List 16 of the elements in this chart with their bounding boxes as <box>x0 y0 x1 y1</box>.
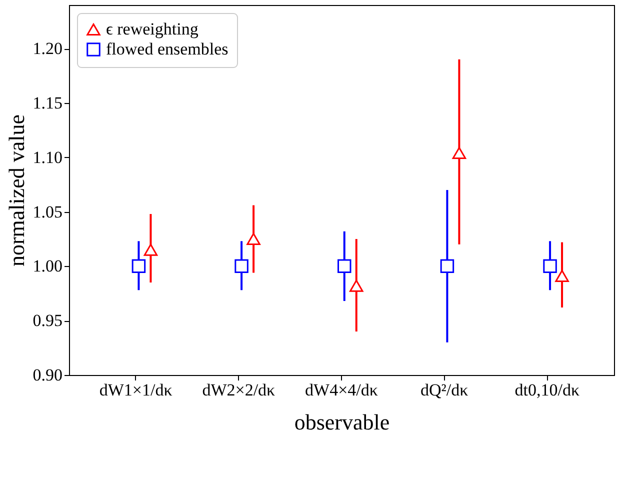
y-tick-label: 1.00 <box>32 256 62 276</box>
x-axis-title: observable <box>294 410 390 434</box>
y-axis-title: normalized value <box>4 114 29 267</box>
y-tick-label: 0.95 <box>32 311 62 330</box>
x-tick-label: dQ²/dκ <box>420 380 469 400</box>
y-tick-label: 1.15 <box>32 93 62 112</box>
legend-label: flowed ensembles <box>106 40 228 58</box>
legend-label: ϵ reweighting <box>106 20 199 38</box>
y-tick-label: 0.90 <box>32 366 62 384</box>
x-tick-label: dW2×2/dκ <box>202 380 276 400</box>
x-tick-label: dt0,10/dκ <box>514 380 580 400</box>
x-tick-label: dW1×1/dκ <box>99 380 173 400</box>
y-tick-label: 1.05 <box>32 202 62 222</box>
y-tick-label: 1.10 <box>32 148 62 167</box>
y-tick-label: 1.20 <box>32 39 62 58</box>
x-tick-label: dW4×4/dκ <box>305 380 378 400</box>
